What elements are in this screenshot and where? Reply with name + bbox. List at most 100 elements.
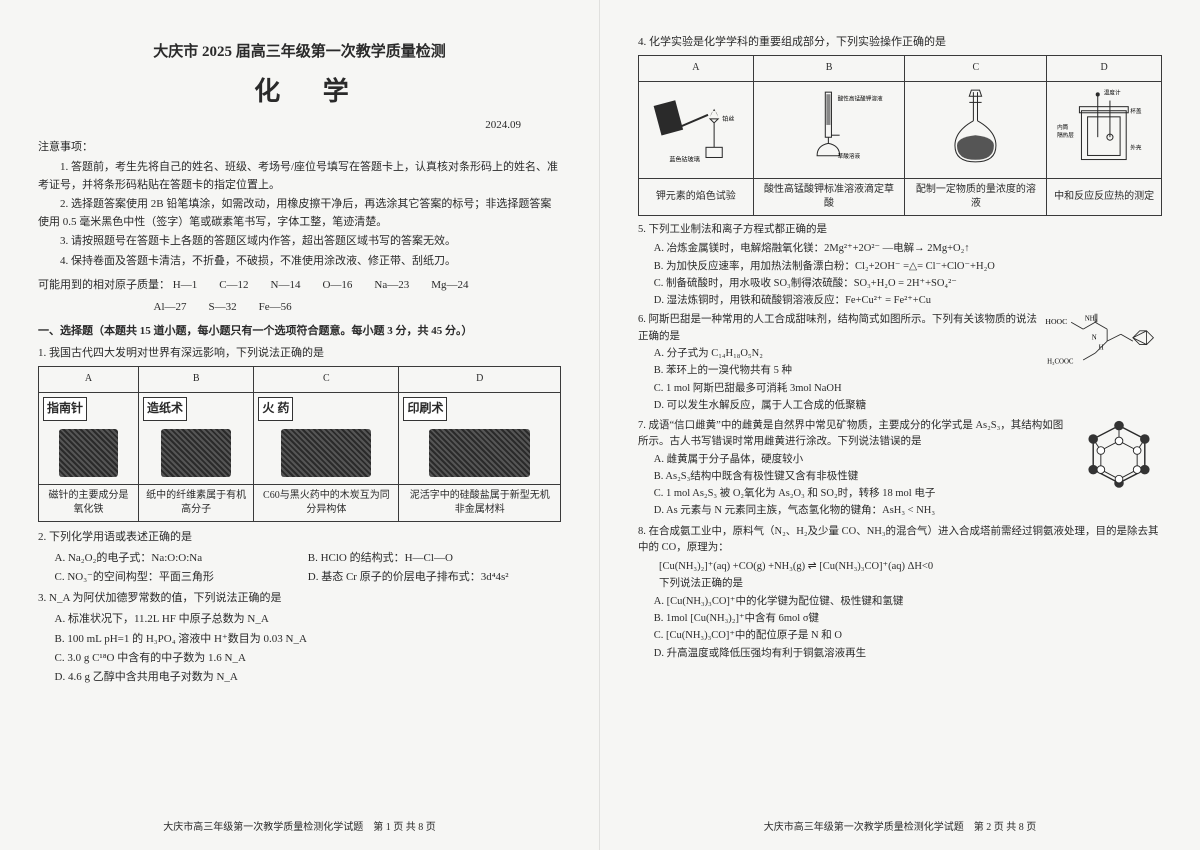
table-caption: 配制一定物质的量浓度的溶液	[905, 179, 1047, 216]
notice-item: 3. 请按照题号在答题卡上各题的答题区域内作答，超出答题区域书写的答案无效。	[38, 232, 561, 250]
svg-text:NH₂: NH₂	[1085, 316, 1098, 323]
svg-text:外壳: 外壳	[1131, 143, 1143, 151]
option-d: D. 升高温度或降低压强均有利于铜氨溶液再生	[654, 646, 1162, 662]
question-5-options: A. 冶炼金属镁时，电解熔融氧化镁：2Mg²⁺+2O²⁻ —电解→ 2Mg+O₂…	[654, 241, 1162, 309]
question-7-block: 7. 成语“信口雌黄”中的雌黄是自然界中常见矿物质，主要成分的化学式是 As₂S…	[638, 418, 1162, 521]
question-3: 3. N_A 为阿伏加德罗常数的值，下列说法正确的是	[38, 589, 561, 607]
question-2: 2. 下列化学用语或表述正确的是	[38, 528, 561, 546]
svg-text:内筒: 内筒	[1057, 123, 1069, 131]
svg-text:温度计: 温度计	[1104, 88, 1121, 96]
volumetric-flask-icon	[911, 86, 1040, 168]
option-c: C. NO₃⁻的空间构型：平面三角形	[55, 568, 308, 586]
page-footer: 大庆市高三年级第一次教学质量检测化学试题 第 2 页 共 8 页	[600, 820, 1200, 837]
option-c: C. 制备硫酸时，用水吸收 SO₃制得浓硫酸：SO₃+H₂O = 2H⁺+SO₄…	[654, 276, 1162, 292]
table-caption: 钾元素的焰色试验	[639, 179, 754, 216]
notice-item: 4. 保持卷面及答题卡清洁，不折叠，不破损，不准使用涂改液、修正带、刮纸刀。	[38, 252, 561, 270]
table-caption: 酸性高锰酸钾标准溶液滴定草酸	[753, 179, 905, 216]
crystal-structure-icon	[1076, 418, 1162, 504]
option-d: D. 基态 Cr 原子的价层电子排布式：3d⁴4s²	[308, 568, 561, 586]
option-b: B. 1mol [Cu(NH₃)₂]⁺中含有 6mol σ键	[654, 611, 1162, 627]
option-b: B. 为加快反应速率，用加热法制备漂白粉：Cl₂+2OH⁻ =△= Cl⁻+Cl…	[654, 259, 1162, 275]
option-d: D. 4.6 g 乙醇中含共用电子对数为 N_A	[55, 668, 562, 686]
question-3-options: A. 标准状况下，11.2L HF 中原子总数为 N_A B. 100 mL p…	[55, 610, 562, 686]
apparatus-d: 温度计 杯盖 外壳 内筒 隔热层	[1047, 81, 1162, 179]
table-header: C	[254, 367, 399, 393]
option-c: C. 3.0 g C¹⁸O 中含有的中子数为 1.6 N_A	[55, 649, 562, 667]
image-cell: 火 药	[254, 392, 399, 484]
option-c: C. [Cu(NH₃)₃CO]⁺中的配位原子是 N 和 O	[654, 628, 1162, 644]
option-d: D. 可以发生水解反应，属于人工合成的低聚糖	[654, 398, 1162, 414]
svg-text:隔热层: 隔热层	[1057, 131, 1074, 139]
image-cell: 指南针	[39, 392, 139, 484]
table-header: D	[399, 367, 561, 393]
compass-image	[59, 429, 118, 477]
apparatus-b: 酸性高锰酸钾溶液 草酸溶液	[753, 81, 905, 179]
option-a: A. 标准状况下，11.2L HF 中原子总数为 N_A	[55, 610, 562, 628]
question-6: 6. 阿斯巴甜是一种常用的人工合成甜味剂，结构简式如图所示。下列有关该物质的说法…	[638, 314, 1037, 341]
table-header: B	[138, 367, 253, 393]
option-b: B. 100 mL pH=1 的 H₃PO₄ 溶液中 H⁺数目为 0.03 N_…	[55, 630, 562, 648]
option-a: A. [Cu(NH₃)₃CO]⁺中的化学键为配位键、极性键和氢键	[654, 594, 1162, 610]
question-7: 7. 成语“信口雌黄”中的雌黄是自然界中常见矿物质，主要成分的化学式是 As₂S…	[638, 420, 1063, 447]
gunpowder-image	[281, 429, 371, 477]
page-footer: 大庆市高三年级第一次教学质量检测化学试题 第 1 页 共 8 页	[0, 820, 599, 837]
table-caption: 纸中的纤维素属于有机高分子	[138, 484, 253, 521]
calorimeter-icon: 温度计 杯盖 外壳 内筒 隔热层	[1053, 86, 1155, 168]
invention-label: 火 药	[258, 397, 293, 421]
option-row: C. NO₃⁻的空间构型：平面三角形 D. 基态 Cr 原子的价层电子排布式：3…	[55, 568, 562, 586]
atomic-masses: 可能用到的相对原子质量： H—1 C—12 N—14 O—16 Na—23 Mg…	[38, 276, 561, 294]
option-d: D. As 元素与 N 元素同主族，气态氢化物的键角：AsH₃ < NH₃	[654, 503, 1162, 519]
question-8-sub: 下列说法正确的是	[638, 576, 1162, 592]
page-2: 4. 化学实验是化学学科的重要组成部分，下列实验操作正确的是 A B C D 蓝…	[600, 0, 1200, 850]
table-caption: C60与黑火药中的木炭互为同分异构体	[254, 484, 399, 521]
question-1: 1. 我国古代四大发明对世界有深远影响，下列说法正确的是	[38, 344, 561, 362]
question-5: 5. 下列工业制法和离子方程式都正确的是	[638, 222, 1162, 238]
atomic-row2: Al—27 S—32 Fe—56	[38, 298, 561, 316]
option-b: B. HClO 的结构式：H—Cl—O	[308, 549, 561, 567]
table-header: C	[905, 56, 1047, 82]
subject-title: 化 学	[60, 71, 561, 114]
invention-label: 造纸术	[143, 397, 187, 421]
option-row: A. Na₂O₂的电子式：Na:O:O:Na B. HClO 的结构式：H—Cl…	[55, 549, 562, 567]
svg-text:酸性高锰酸钾溶液: 酸性高锰酸钾溶液	[837, 94, 882, 102]
image-cell: 造纸术	[138, 392, 253, 484]
svg-text:杯盖: 杯盖	[1131, 106, 1143, 114]
flame-test-icon: 蓝色钴玻璃 铂丝	[645, 86, 747, 168]
question-8-equation: [Cu(NH₃)₂]⁺(aq) +CO(g) +NH₃(g) ⇌ [Cu(NH₃…	[638, 559, 1162, 575]
question-4-table: A B C D 蓝色钴玻璃 铂丝	[638, 55, 1162, 216]
aspartame-structure-icon: HOOC NH₂ N H H₃COOC	[1042, 312, 1162, 372]
svg-text:蓝色钴玻璃: 蓝色钴玻璃	[669, 155, 699, 163]
atomic-row1: H—1 C—12 N—14 O—16 Na—23 Mg—24	[173, 279, 469, 291]
invention-label: 指南针	[43, 397, 87, 421]
table-caption: 泥活字中的硅酸盐属于新型无机非金属材料	[399, 484, 561, 521]
table-header: D	[1047, 56, 1162, 82]
notice-label: 注意事项：	[38, 138, 561, 156]
svg-text:草酸溶液: 草酸溶液	[837, 151, 860, 159]
question-8-options: A. [Cu(NH₃)₃CO]⁺中的化学键为配位键、极性键和氢键 B. 1mol…	[654, 594, 1162, 662]
question-4: 4. 化学实验是化学学科的重要组成部分，下列实验操作正确的是	[638, 33, 1162, 51]
table-caption: 磁针的主要成分是氧化铁	[39, 484, 139, 521]
papermaking-image	[161, 429, 231, 477]
titration-icon: 酸性高锰酸钾溶液 草酸溶液	[760, 86, 899, 168]
option-c: C. 1 mol 阿斯巴甜最多可消耗 3mol NaOH	[654, 381, 1162, 397]
atomic-label: 可能用到的相对原子质量：	[38, 279, 170, 291]
apparatus-a: 蓝色钴玻璃 铂丝	[639, 81, 754, 179]
svg-text:N: N	[1092, 335, 1097, 342]
exam-title: 大庆市 2025 届高三年级第一次教学质量检测	[38, 40, 561, 65]
table-header: A	[39, 367, 139, 393]
question-1-table: A B C D 指南针 造纸术 火 药 印刷术 磁针的主要成分是	[38, 366, 561, 522]
apparatus-c	[905, 81, 1047, 179]
notice-item: 1. 答题前，考生先将自己的姓名、班级、考场号/座位号填写在答题卡上，认真核对条…	[38, 158, 561, 194]
section-1-title: 一、选择题（本题共 15 道小题，每小题只有一个选项符合题意。每小题 3 分，共…	[38, 322, 561, 340]
option-a: A. Na₂O₂的电子式：Na:O:O:Na	[55, 549, 308, 567]
invention-label: 印刷术	[403, 397, 447, 421]
question-8: 8. 在合成氨工业中，原料气（N₂、H₂及少量 CO、NH₃的混合气）进入合成塔…	[638, 524, 1162, 557]
svg-text:HOOC: HOOC	[1045, 317, 1067, 326]
option-d: D. 湿法炼铜时，用铁和硫酸铜溶液反应：Fe+Cu²⁺ = Fe²⁺+Cu	[654, 293, 1162, 309]
table-header: B	[753, 56, 905, 82]
image-cell: 印刷术	[399, 392, 561, 484]
printing-image	[429, 429, 530, 477]
table-header: A	[639, 56, 754, 82]
notice-item: 2. 选择题答案使用 2B 铅笔填涂，如需改动，用橡皮擦干净后，再选涂其它答案的…	[38, 195, 561, 231]
option-a: A. 冶炼金属镁时，电解熔融氧化镁：2Mg²⁺+2O²⁻ —电解→ 2Mg+O₂…	[654, 241, 1162, 257]
